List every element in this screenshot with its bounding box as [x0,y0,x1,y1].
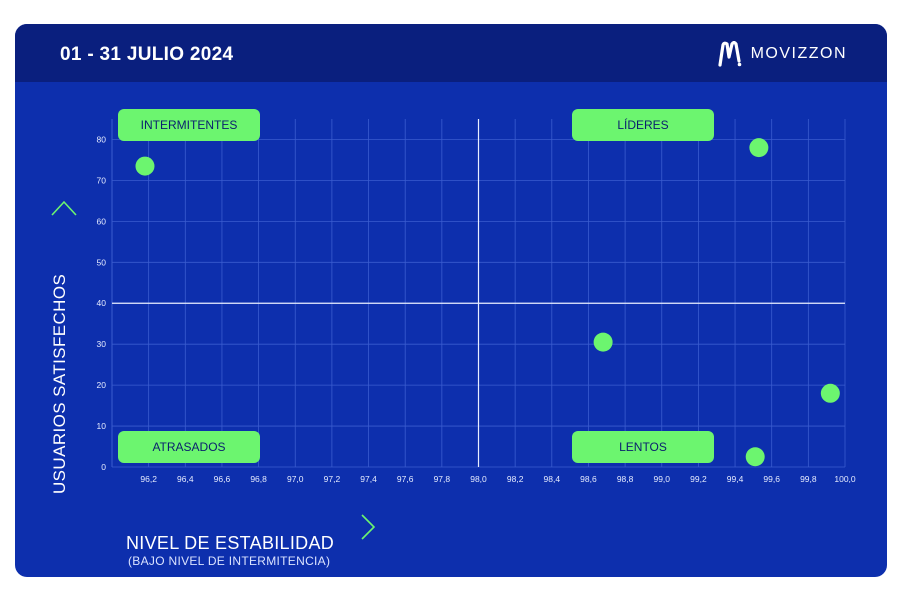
quadrant-intermitentes: INTERMITENTES [118,109,260,141]
x-tick-label: 97,0 [287,474,304,484]
axis-ticks: 96,2 96,4 96,6 96,8 97,0 97,2 97,4 97,6 97,8 98,0… [97,134,856,484]
quadrant-pill [572,431,714,463]
data-point [820,383,840,403]
x-tick-label: 100,0 [834,474,856,484]
movizzon-logo-icon [717,41,741,67]
x-tick-label: 99,6 [763,474,780,484]
x-tick-label: 97,2 [324,474,341,484]
chevron-right-icon [361,514,376,540]
period-title: 01 - 31 JULIO 2024 [60,44,234,65]
x-tick-label: 96,6 [214,474,231,484]
y-tick-label: 30 [97,339,107,349]
y-tick-label: 50 [97,257,107,267]
quadrant-label: LENTOS [619,440,667,454]
y-tick-label: 20 [97,380,107,390]
x-tick-label: 97,6 [397,474,414,484]
quadrant-dividers [112,119,845,467]
x-tick-label: 96,2 [140,474,157,484]
chevron-up-icon [51,200,77,216]
brand-name: MOVIZZON [750,45,847,62]
quadrant-labels: INTERMITENTES LÍDERES ATRASADOS LENTOS [118,109,714,463]
x-tick-label: 98,6 [580,474,597,484]
header-bar: 01 - 31 JULIO 2024 MOVIZZON [15,24,887,82]
x-tick-label: 99,4 [727,474,744,484]
x-tick-label: 97,4 [360,474,377,484]
data-point [135,156,155,176]
data-points [135,138,840,467]
quadrant-atrasados: ATRASADOS [118,431,260,463]
y-tick-label: 10 [97,421,107,431]
y-tick-label: 70 [97,175,107,185]
data-point [745,447,765,467]
scatter-chart: 96,2 96,4 96,6 96,8 97,0 97,2 97,4 97,6 97,8 98,0… [51,109,856,540]
y-tick-label: 80 [97,134,107,144]
data-point [593,332,613,352]
quadrant-lideres: LÍDERES [572,109,714,141]
x-tick-label: 98,8 [617,474,634,484]
x-tick-label: 96,4 [177,474,194,484]
x-tick-label: 97,8 [434,474,451,484]
x-axis-sublabel: (BAJO NIVEL DE INTERMITENCIA) [128,554,331,568]
quadrant-pill [118,109,260,141]
quadrant-pill [118,431,260,463]
y-tick-label: 60 [97,216,107,226]
x-tick-label: 99,2 [690,474,707,484]
quadrant-pill [572,109,714,141]
quadrant-label: ATRASADOS [152,440,225,454]
quadrant-lentos: LENTOS [572,431,714,463]
y-tick-label: 40 [97,298,107,308]
x-tick-label: 98,0 [470,474,487,484]
x-tick-label: 98,2 [507,474,524,484]
x-tick-label: 96,8 [250,474,267,484]
quadrant-label: INTERMITENTES [141,118,238,132]
x-tick-label: 99,0 [653,474,670,484]
x-tick-label: 99,8 [800,474,817,484]
chart-card: 01 - 31 JULIO 2024 MOVIZZON 96,2 96,4 96,6… [15,24,887,577]
data-point [749,138,769,158]
x-axis-label: NIVEL DE ESTABILIDAD [126,533,335,553]
brand: MOVIZZON [717,41,847,67]
x-tick-label: 98,4 [544,474,561,484]
quadrant-label: LÍDERES [617,117,668,132]
y-tick-label: 0 [101,462,106,472]
y-axis-label: USUARIOS SATISFECHOS [50,273,69,494]
